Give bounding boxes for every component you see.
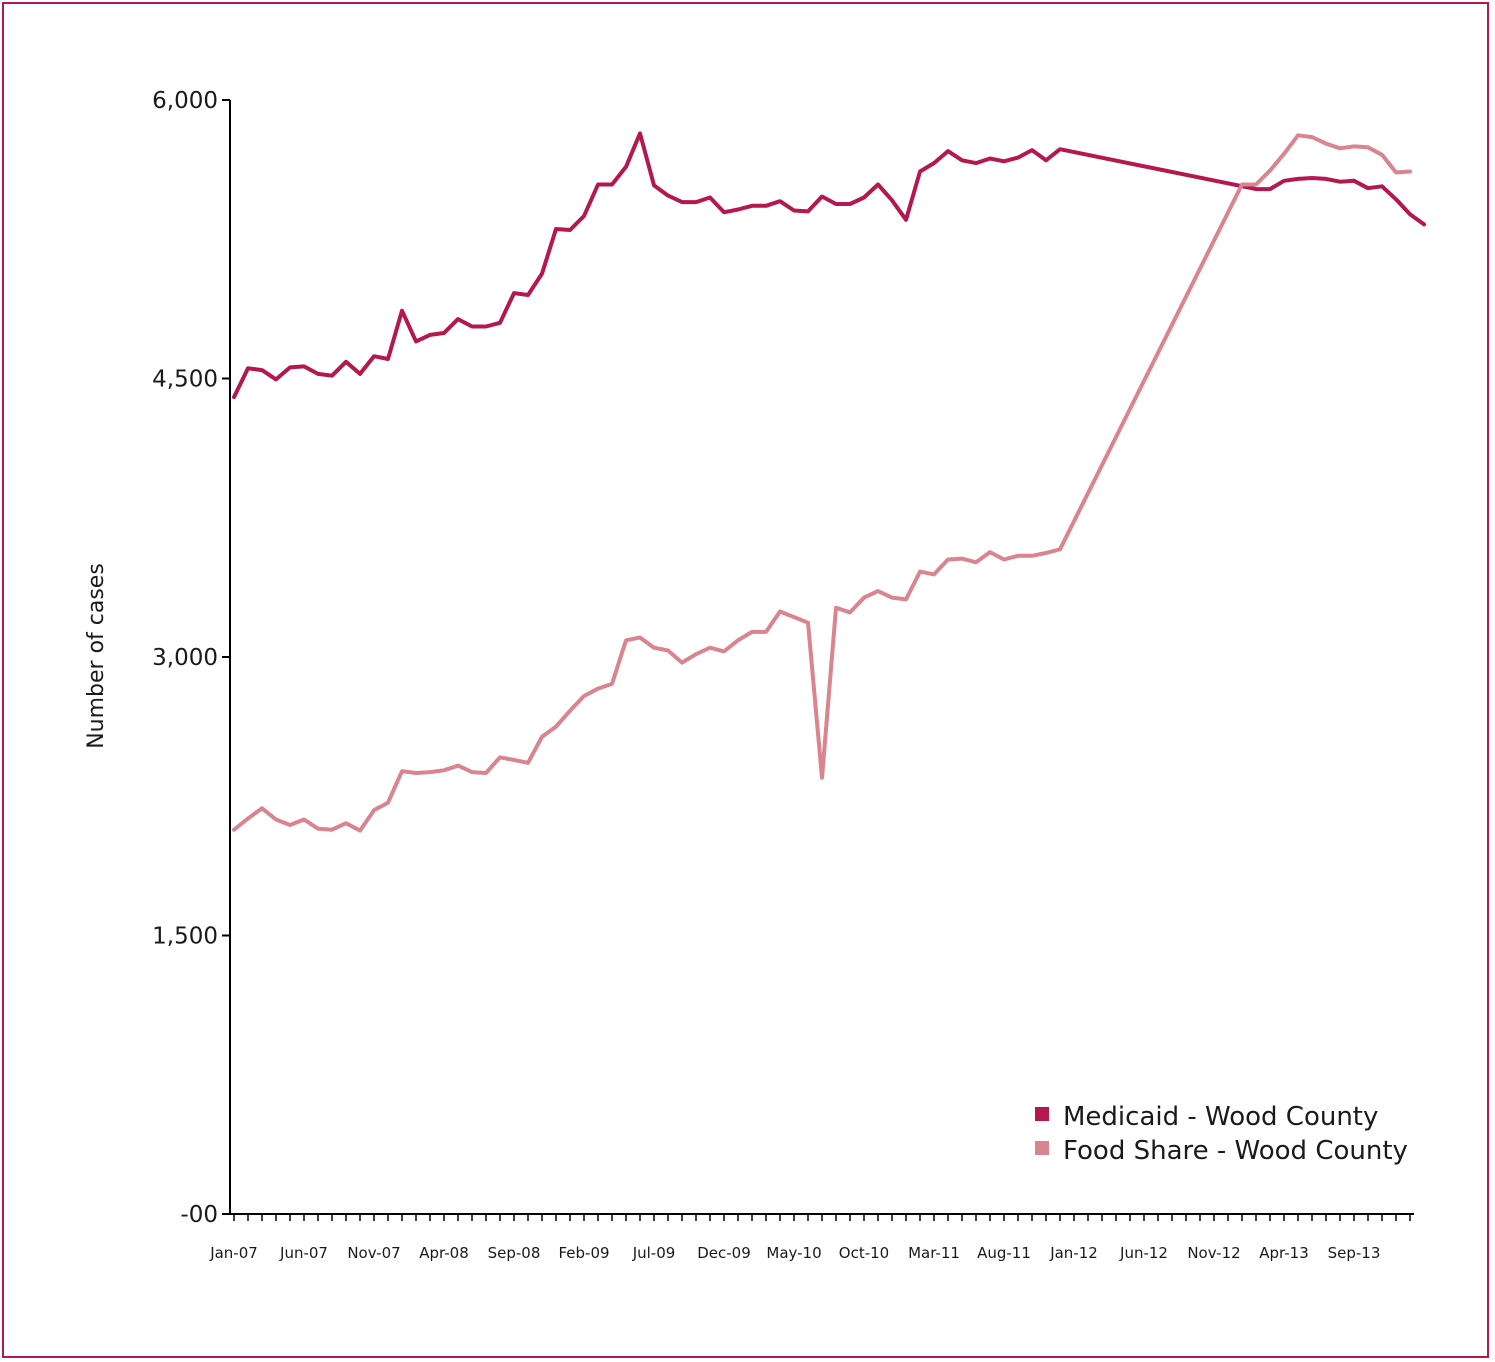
legend-label: Food Share - Wood County	[1063, 1136, 1408, 1166]
legend-label: Medicaid - Wood County	[1063, 1102, 1378, 1132]
x-axis: Jan-07 Jun-07 Nov-07 Apr-08 Sep-08 Feb-09 Jul-…	[209, 1213, 1414, 1262]
x-tick-label: Apr-08	[419, 1244, 469, 1262]
x-tick-label: Sep-08	[488, 1244, 541, 1262]
series-line-food-share	[232, 133, 1412, 833]
y-tick-label: 6,000	[152, 88, 218, 114]
legend-swatch	[1035, 1107, 1049, 1121]
x-tick-label: Oct-10	[839, 1244, 889, 1262]
series-line-medicaid	[232, 131, 1426, 400]
x-tick-label: Jun-07	[279, 1244, 328, 1262]
x-tick-label: Nov-12	[1187, 1244, 1240, 1262]
x-tick-label: Jan-07	[209, 1244, 258, 1262]
y-tick-label: 1,500	[152, 924, 218, 950]
y-tick-label: 4,500	[152, 367, 218, 393]
y-axis: -00 1,500 3,000 4,500 6,000	[152, 88, 231, 1228]
x-tick-label: Jun-12	[1119, 1244, 1168, 1262]
x-tick-label: Jan-12	[1049, 1244, 1098, 1262]
x-tick-label: May-10	[766, 1244, 821, 1262]
legend: Medicaid - Wood County Food Share - Wood …	[1035, 1102, 1408, 1166]
x-tick-label: Sep-13	[1328, 1244, 1381, 1262]
x-tick-label: Aug-11	[977, 1244, 1031, 1262]
legend-swatch	[1035, 1141, 1049, 1155]
x-tick-label: Mar-11	[908, 1244, 960, 1262]
x-tick-label: Dec-09	[697, 1244, 751, 1262]
x-tick-label: Apr-13	[1259, 1244, 1309, 1262]
y-tick-label: 3,000	[152, 645, 218, 671]
y-tick-label: -00	[180, 1202, 218, 1228]
x-tick-label: Jul-09	[632, 1244, 676, 1262]
x-tick-label: Nov-07	[347, 1244, 400, 1262]
y-axis-title: Number of cases	[84, 563, 109, 749]
x-tick-label: Feb-09	[558, 1244, 609, 1262]
series-lines	[232, 131, 1426, 833]
